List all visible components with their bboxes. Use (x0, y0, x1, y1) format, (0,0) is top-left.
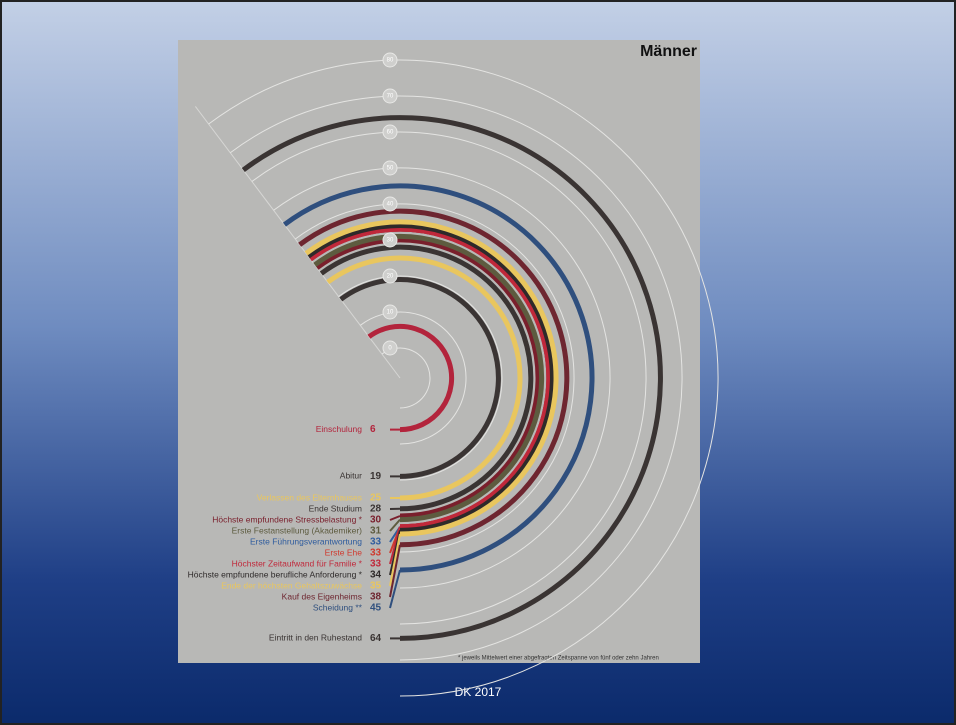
life-event-arc (326, 255, 523, 501)
event-label: Höchste empfundene Stressbelastung * (212, 514, 362, 524)
leader-line (389, 533, 401, 587)
leader-line (389, 515, 401, 521)
event-label: Abitur (340, 471, 362, 481)
tick-label: 60 (387, 130, 394, 136)
event-label: Erste Führungsverantwortung (250, 536, 362, 546)
event-value: 45 (370, 603, 382, 614)
event-label: Einschulung (316, 424, 363, 434)
event-label: Scheidung ** (313, 602, 363, 612)
tick-badge (382, 52, 398, 68)
tick-label: 30 (387, 238, 394, 244)
event-value: 33 (370, 559, 382, 570)
tick-badge (382, 124, 398, 140)
tick-label: 50 (387, 166, 394, 172)
chart-title: Männer (640, 43, 697, 60)
tick-label: 80 (387, 58, 394, 64)
event-label: Höchster Zeitaufwand für Familie * (232, 558, 363, 568)
life-event-arc (298, 208, 570, 548)
leader-line (389, 526, 401, 565)
leader-line (389, 544, 401, 598)
event-value: 34 (370, 570, 382, 581)
event-label: Verlassen des Elternhauses (257, 492, 362, 502)
tick-badge (382, 340, 398, 356)
leader-line (389, 569, 401, 609)
photo-background (178, 40, 700, 663)
event-label: Ende der höchsten Gehaltszuwächse (221, 580, 362, 590)
event-value: 25 (370, 493, 382, 504)
event-label: Erste Ehe (325, 547, 363, 557)
life-event-arc (367, 323, 455, 433)
tick-badge (382, 196, 398, 212)
tick-badge (382, 160, 398, 176)
event-value: 6 (370, 424, 376, 435)
footnote: * jeweils Mittelwert einer abgefragten Z… (458, 656, 659, 662)
event-value: 38 (370, 592, 382, 603)
tick-badge (382, 304, 398, 320)
event-label: Höchste empfundene berufliche Anforderun… (188, 569, 363, 579)
life-event-arc (308, 226, 552, 530)
life-event-arc (319, 244, 534, 512)
tick-label: 70 (387, 94, 394, 100)
life-event-arc (304, 219, 559, 537)
event-value: 35 (370, 581, 382, 592)
event-value: 19 (370, 471, 382, 482)
tick-label: 20 (387, 274, 394, 280)
event-value: 33 (370, 537, 382, 548)
tick-label: 40 (387, 202, 394, 208)
life-event-arc (241, 115, 663, 641)
event-label: Ende Studium (309, 503, 362, 513)
tick-badge (382, 232, 398, 248)
tick-label: 0 (388, 346, 392, 352)
leader-line (389, 518, 401, 532)
event-value: 30 (370, 515, 382, 526)
tick-badge (382, 88, 398, 104)
event-label: Eintritt in den Ruhestand (269, 633, 362, 643)
event-value: 31 (370, 526, 382, 537)
life-event-arc (306, 223, 555, 533)
event-value: 64 (370, 633, 382, 644)
tick-badge (382, 268, 398, 284)
event-label: Erste Festanstellung (Akademiker) (232, 525, 363, 535)
life-event-arc (282, 183, 595, 573)
footer: DK 2017 (455, 685, 502, 699)
event-value: 28 (370, 504, 382, 515)
tick-label: 10 (387, 310, 394, 316)
event-label: Kauf des Eigenheims (282, 591, 362, 601)
edge-line (194, 106, 401, 379)
event-value: 33 (370, 548, 382, 559)
